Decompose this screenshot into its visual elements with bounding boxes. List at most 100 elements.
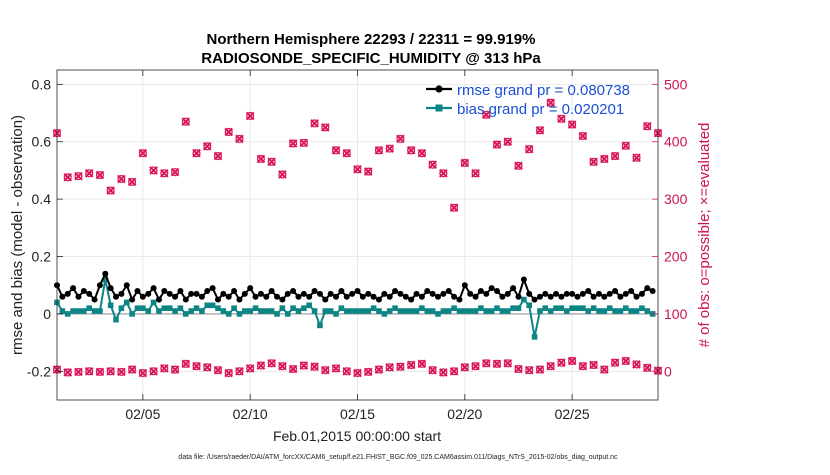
- bias-point: [590, 305, 597, 311]
- obs-upper-possible-marker: [568, 120, 577, 129]
- obs-lower-possible-marker: [95, 367, 104, 376]
- rmse-point: [118, 290, 125, 297]
- rmse-point: [193, 290, 200, 297]
- obs-upper-possible-marker: [632, 153, 641, 162]
- obs-lower-possible-marker: [578, 362, 587, 371]
- rmse-point: [569, 290, 576, 297]
- obs-lower-possible-marker: [632, 360, 641, 369]
- bias-point: [333, 311, 339, 317]
- y-tick-label: 0.8: [32, 76, 52, 92]
- obs-lower-evaluated-marker: [396, 362, 405, 372]
- rmse-point: [91, 296, 98, 303]
- rmse-point: [311, 287, 318, 294]
- rmse-point: [553, 290, 560, 297]
- obs-upper-evaluated-marker: [578, 131, 588, 141]
- rmse-point: [268, 287, 275, 294]
- bias-point: [129, 311, 135, 317]
- obs-upper-evaluated-marker: [192, 148, 201, 158]
- obs-lower-evaluated-marker: [299, 361, 309, 370]
- rmse-point: [257, 290, 264, 297]
- obs-lower-evaluated-marker: [439, 368, 448, 377]
- obs-lower-evaluated-marker: [460, 362, 470, 372]
- obs-upper-possible-marker: [503, 137, 512, 146]
- obs-lower-possible-marker: [246, 364, 255, 373]
- rmse-point: [515, 293, 522, 300]
- bias-point: [220, 308, 227, 314]
- rmse-point: [526, 290, 533, 297]
- obs-lower-possible-marker: [171, 365, 180, 374]
- bias-point: [510, 305, 516, 311]
- obs-upper-possible-marker: [224, 127, 233, 137]
- bias-point: [327, 308, 334, 314]
- obs-upper-evaluated-marker: [396, 134, 405, 144]
- rmse-point: [86, 290, 93, 297]
- rmse-point: [349, 290, 356, 297]
- rmse-point: [531, 296, 538, 303]
- bias-point: [574, 305, 581, 311]
- obs-lower-evaluated-marker: [492, 359, 502, 369]
- legend-rmse-marker: [435, 85, 443, 93]
- bias-point: [113, 316, 119, 323]
- rmse-point: [601, 293, 608, 300]
- y-tick-label: 0.4: [32, 191, 52, 207]
- obs-upper-possible-marker: [611, 152, 620, 161]
- bias-point: [639, 305, 645, 311]
- obs-lower-possible-marker: [149, 367, 158, 376]
- rmse-line: [56, 271, 654, 302]
- bias-point: [547, 308, 554, 314]
- rmse-point: [467, 290, 474, 297]
- rmse-point: [241, 290, 248, 297]
- chart-title-line-2: RADIOSONDE_SPECIFIC_HUMIDITY @ 313 hPa: [201, 50, 541, 67]
- bias-point: [225, 311, 232, 317]
- rmse-point: [638, 290, 645, 297]
- rmse-point: [300, 290, 307, 297]
- y-right-tick-label: 100: [664, 306, 688, 322]
- rmse-point: [595, 290, 602, 297]
- bias-point: [306, 302, 313, 309]
- obs-upper-evaluated-marker: [428, 160, 437, 170]
- bias-point: [381, 311, 388, 317]
- obs-upper-evaluated-marker: [117, 174, 126, 184]
- bias-point: [161, 305, 168, 311]
- obs-lower-evaluated-marker: [149, 366, 158, 376]
- obs-upper-possible-marker: [407, 146, 416, 155]
- obs-lower-evaluated-marker: [428, 365, 437, 375]
- obs-upper-possible-marker: [235, 134, 244, 143]
- obs-lower-possible-marker: [407, 360, 416, 370]
- bias-point: [91, 308, 98, 314]
- rmse-point: [451, 293, 458, 300]
- bias-point: [209, 302, 216, 309]
- obs-lower-possible-marker: [267, 359, 276, 368]
- rmse-point: [563, 290, 570, 297]
- bias-point: [343, 308, 350, 314]
- rmse-point: [150, 285, 157, 292]
- obs-lower-evaluated-marker: [74, 367, 83, 377]
- bias-point: [644, 308, 651, 314]
- rmse-point: [306, 293, 313, 300]
- obs-lower-possible-marker: [342, 367, 351, 376]
- obs-upper-possible-marker: [546, 98, 555, 107]
- x-tick-label: 02/05: [125, 406, 160, 422]
- bias-point: [134, 305, 141, 311]
- bias-point: [392, 305, 398, 311]
- rmse-point: [434, 293, 441, 300]
- obs-upper-evaluated-marker: [84, 168, 94, 178]
- rmse-point: [574, 293, 581, 300]
- bias-point: [413, 308, 420, 314]
- rmse-point: [644, 285, 651, 292]
- bias-point: [585, 308, 592, 314]
- rmse-point: [456, 296, 463, 303]
- bias-point: [349, 308, 355, 314]
- legend-bias-marker: [435, 104, 443, 112]
- rmse-point: [145, 290, 152, 297]
- obs-upper-possible-marker: [342, 149, 351, 158]
- obs-upper-possible-marker: [535, 126, 544, 135]
- obs-upper-evaluated-marker: [460, 158, 470, 168]
- obs-lower-possible-marker: [278, 362, 287, 371]
- bias-point: [118, 305, 125, 311]
- obs-lower-evaluated-marker: [106, 366, 115, 376]
- obs-lower-evaluated-marker: [256, 361, 266, 370]
- rmse-point: [359, 293, 366, 300]
- legend-bias-label: bias grand pr = 0.020201: [457, 101, 624, 118]
